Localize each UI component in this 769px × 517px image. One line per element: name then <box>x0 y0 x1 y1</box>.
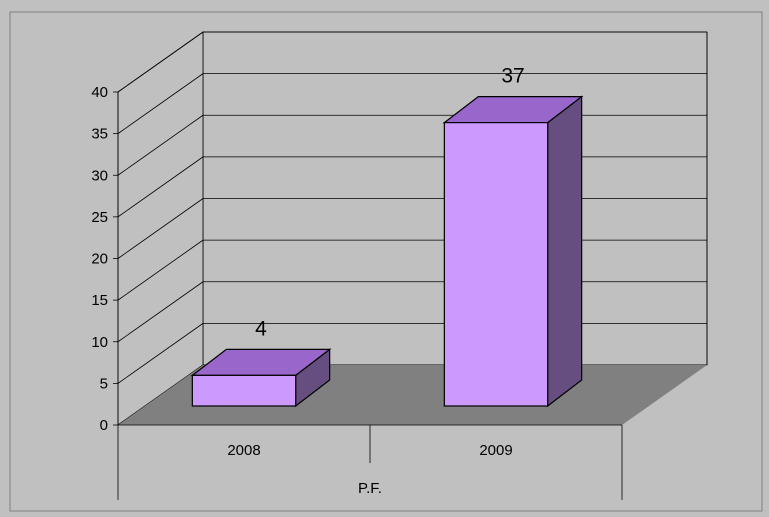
gridline-side <box>117 114 204 176</box>
gridline-side <box>117 73 204 134</box>
y-tick-label: 20 <box>91 251 108 268</box>
bar-side-face <box>547 95 583 408</box>
y-tick-label: 30 <box>91 167 108 184</box>
data-labels: 4 37 <box>255 65 525 341</box>
gridline-side <box>117 31 204 93</box>
gridline-side <box>117 281 204 343</box>
y-tick-label: 10 <box>91 334 108 351</box>
bar-2009 <box>442 95 584 408</box>
y-tick-label: 15 <box>91 292 108 309</box>
x-axis-title: P.F. <box>358 480 382 497</box>
y-axis-ticks: 0 5 10 15 20 25 30 35 40 <box>91 84 118 434</box>
data-label: 37 <box>501 65 524 88</box>
bar-front-face <box>443 122 549 407</box>
x-tick-label: 2009 <box>479 442 512 459</box>
y-tick-label: 40 <box>91 84 108 101</box>
gridline-side <box>117 156 204 218</box>
bar-front-face <box>191 374 297 407</box>
x-tick-label: 2008 <box>227 442 260 459</box>
y-tick-label: 0 <box>100 417 108 434</box>
bar-2008 <box>190 348 332 408</box>
chart-border <box>9 11 763 512</box>
data-label: 4 <box>255 317 267 340</box>
gridline-side <box>117 198 204 259</box>
bars <box>190 95 584 408</box>
gridline-side <box>117 239 204 301</box>
gridline-side <box>117 323 204 384</box>
y-tick-label: 35 <box>91 126 108 143</box>
y-tick-label: 25 <box>91 209 108 226</box>
y-tick-label: 5 <box>100 375 108 392</box>
x-axis-categories: 2008 2009 <box>227 442 512 459</box>
